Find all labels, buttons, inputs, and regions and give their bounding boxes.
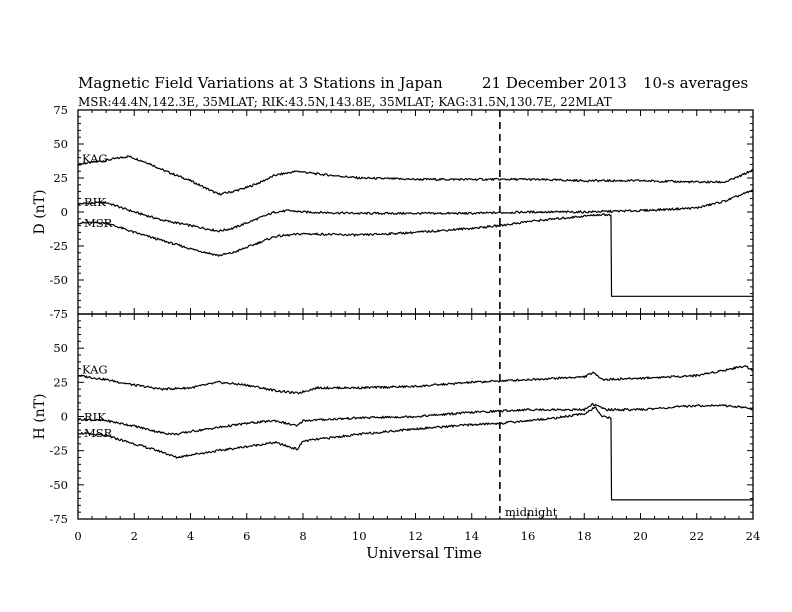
midnight-label: midnight [505,505,558,519]
chart-subtitle: MSR:44.4N,142.3E, 35MLAT; RIK:43.5N,143.… [78,95,612,109]
y-tick-label: 0 [61,205,68,219]
x-tick-label: 8 [299,529,306,543]
y-tick-label: 0 [61,410,68,424]
series-line-rik [77,189,754,233]
x-tick-label: 18 [577,529,592,543]
panels: 75 50 25 0 -25 -50 -75 D (nT) KAG RIK MSR 50 25 0 -25 -… [32,103,754,526]
y-tick-label: -50 [49,273,68,287]
x-tick-label: 6 [243,529,250,543]
x-tick-label: 24 [746,529,761,543]
y-axis-label: D (nT) [32,190,48,235]
y-tick-label: -25 [49,444,68,458]
x-tick-label: 0 [74,529,81,543]
y-axis-label: H (nT) [32,394,48,440]
x-axis-label: Universal Time [366,544,482,562]
series-line-kag [77,365,754,395]
chart-title: Magnetic Field Variations at 3 Stations … [78,74,443,92]
series-line-rik [77,402,754,436]
y-tick-label: 25 [53,171,68,185]
x-tick-label: 14 [464,529,479,543]
series-label-rik: RIK [84,410,106,424]
series-label-kag: KAG [82,151,108,165]
y-tick-label: 50 [53,341,68,355]
series-label-rik: RIK [84,195,106,209]
series-line-kag [77,155,754,196]
y-tick-label: 75 [53,103,68,117]
series-label-kag: KAG [82,363,108,377]
x-tick-label: 10 [352,529,367,543]
y-tick-label: -75 [49,307,68,321]
series-line-msr [77,406,753,501]
panel-h: 50 25 0 -25 -50 -75 H (nT) KAG RIK MSR [32,313,754,526]
panel-d: 75 50 25 0 -25 -50 -75 D (nT) KAG RIK MSR [32,103,754,321]
y-tick-label: -50 [49,478,68,492]
plot-frame [77,109,754,315]
x-tick-label: 2 [131,529,138,543]
x-tick-label: 4 [187,529,194,543]
series-label-msr: MSR [84,426,113,440]
series-label-msr: MSR [84,216,113,230]
y-tick-label: -75 [49,512,68,526]
x-tick-label: 22 [689,529,704,543]
y-tick-label: -25 [49,239,68,253]
x-tick-label: 20 [633,529,648,543]
y-tick-label: 25 [53,375,68,389]
x-tick-label: 16 [521,529,536,543]
y-tick-label: 50 [53,137,68,151]
x-tick-labels: 0 2 4 6 8 10 12 14 16 18 20 22 24 [74,529,760,543]
chart-date: 21 December 2013 [482,74,627,92]
chart-averaging: 10-s averages [643,74,748,92]
x-tick-label: 12 [408,529,423,543]
series-line-msr [77,213,753,297]
